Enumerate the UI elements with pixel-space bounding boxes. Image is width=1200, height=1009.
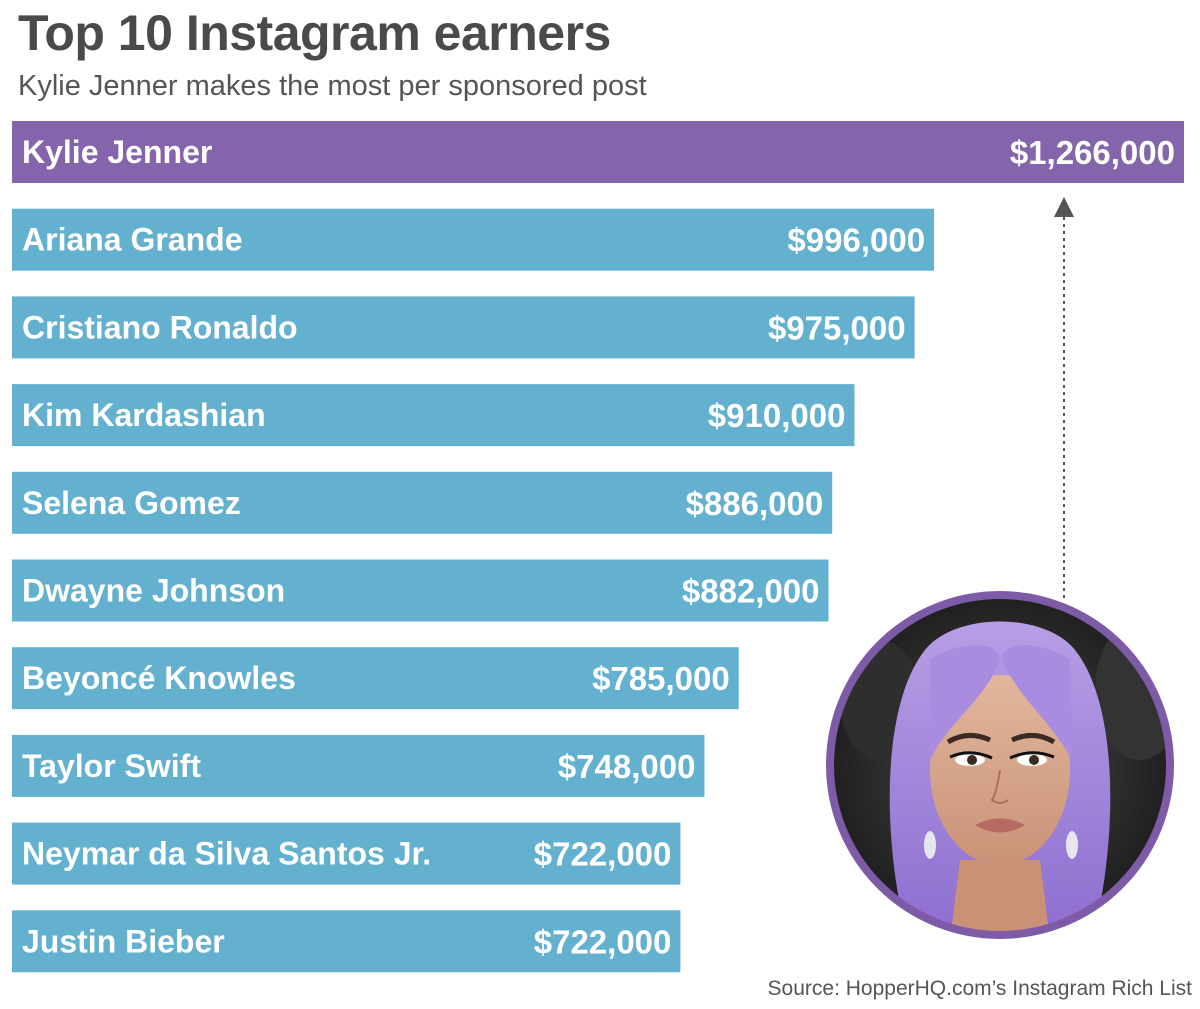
bar-category-label: Dwayne Johnson xyxy=(22,573,285,609)
bar-3 xyxy=(12,384,855,447)
bar-category-label: Selena Gomez xyxy=(22,485,241,521)
bar-category-label: Neymar da Silva Santos Jr. xyxy=(22,836,431,872)
portrait-photo xyxy=(826,591,1174,939)
bar-6 xyxy=(12,647,739,710)
bar-value-label: $722,000 xyxy=(534,923,672,960)
bar-0 xyxy=(12,121,1184,183)
bar-category-label: Kim Kardashian xyxy=(22,397,266,433)
bar-value-label: $886,000 xyxy=(686,485,824,522)
bar-value-label: $996,000 xyxy=(787,222,925,259)
bar-value-label: $748,000 xyxy=(558,748,696,785)
bar-value-label: $785,000 xyxy=(592,660,730,697)
bar-7 xyxy=(12,734,705,797)
bar-value-label: $722,000 xyxy=(534,836,672,873)
bar-category-label: Kylie Jenner xyxy=(22,134,212,170)
bar-8 xyxy=(12,822,681,885)
bar-category-label: Cristiano Ronaldo xyxy=(22,309,298,345)
bars-layer: Kylie Jenner $1,266,000 Ariana Grande $996,… xyxy=(12,121,1184,973)
bar-4 xyxy=(12,471,833,534)
bar-category-label: Taylor Swift xyxy=(22,748,201,784)
bar-category-label: Beyoncé Knowles xyxy=(22,660,296,696)
bar-9 xyxy=(12,910,681,973)
bar-1 xyxy=(12,208,935,271)
bar-5 xyxy=(12,559,829,622)
chart-title: Top 10 Instagram earners xyxy=(18,5,611,61)
bar-value-label: $882,000 xyxy=(682,573,820,610)
source-note: Source: HopperHQ.com’s Instagram Rich Li… xyxy=(767,977,1192,1000)
chart-subtitle: Kylie Jenner makes the most per sponsore… xyxy=(18,70,647,102)
bar-2 xyxy=(12,296,915,359)
bar-value-label: $975,000 xyxy=(768,309,906,346)
bar-value-label: $1,266,000 xyxy=(1010,134,1175,171)
bar-category-label: Ariana Grande xyxy=(22,222,243,258)
bar-value-label: $910,000 xyxy=(708,397,846,434)
bar-category-label: Justin Bieber xyxy=(22,923,225,959)
